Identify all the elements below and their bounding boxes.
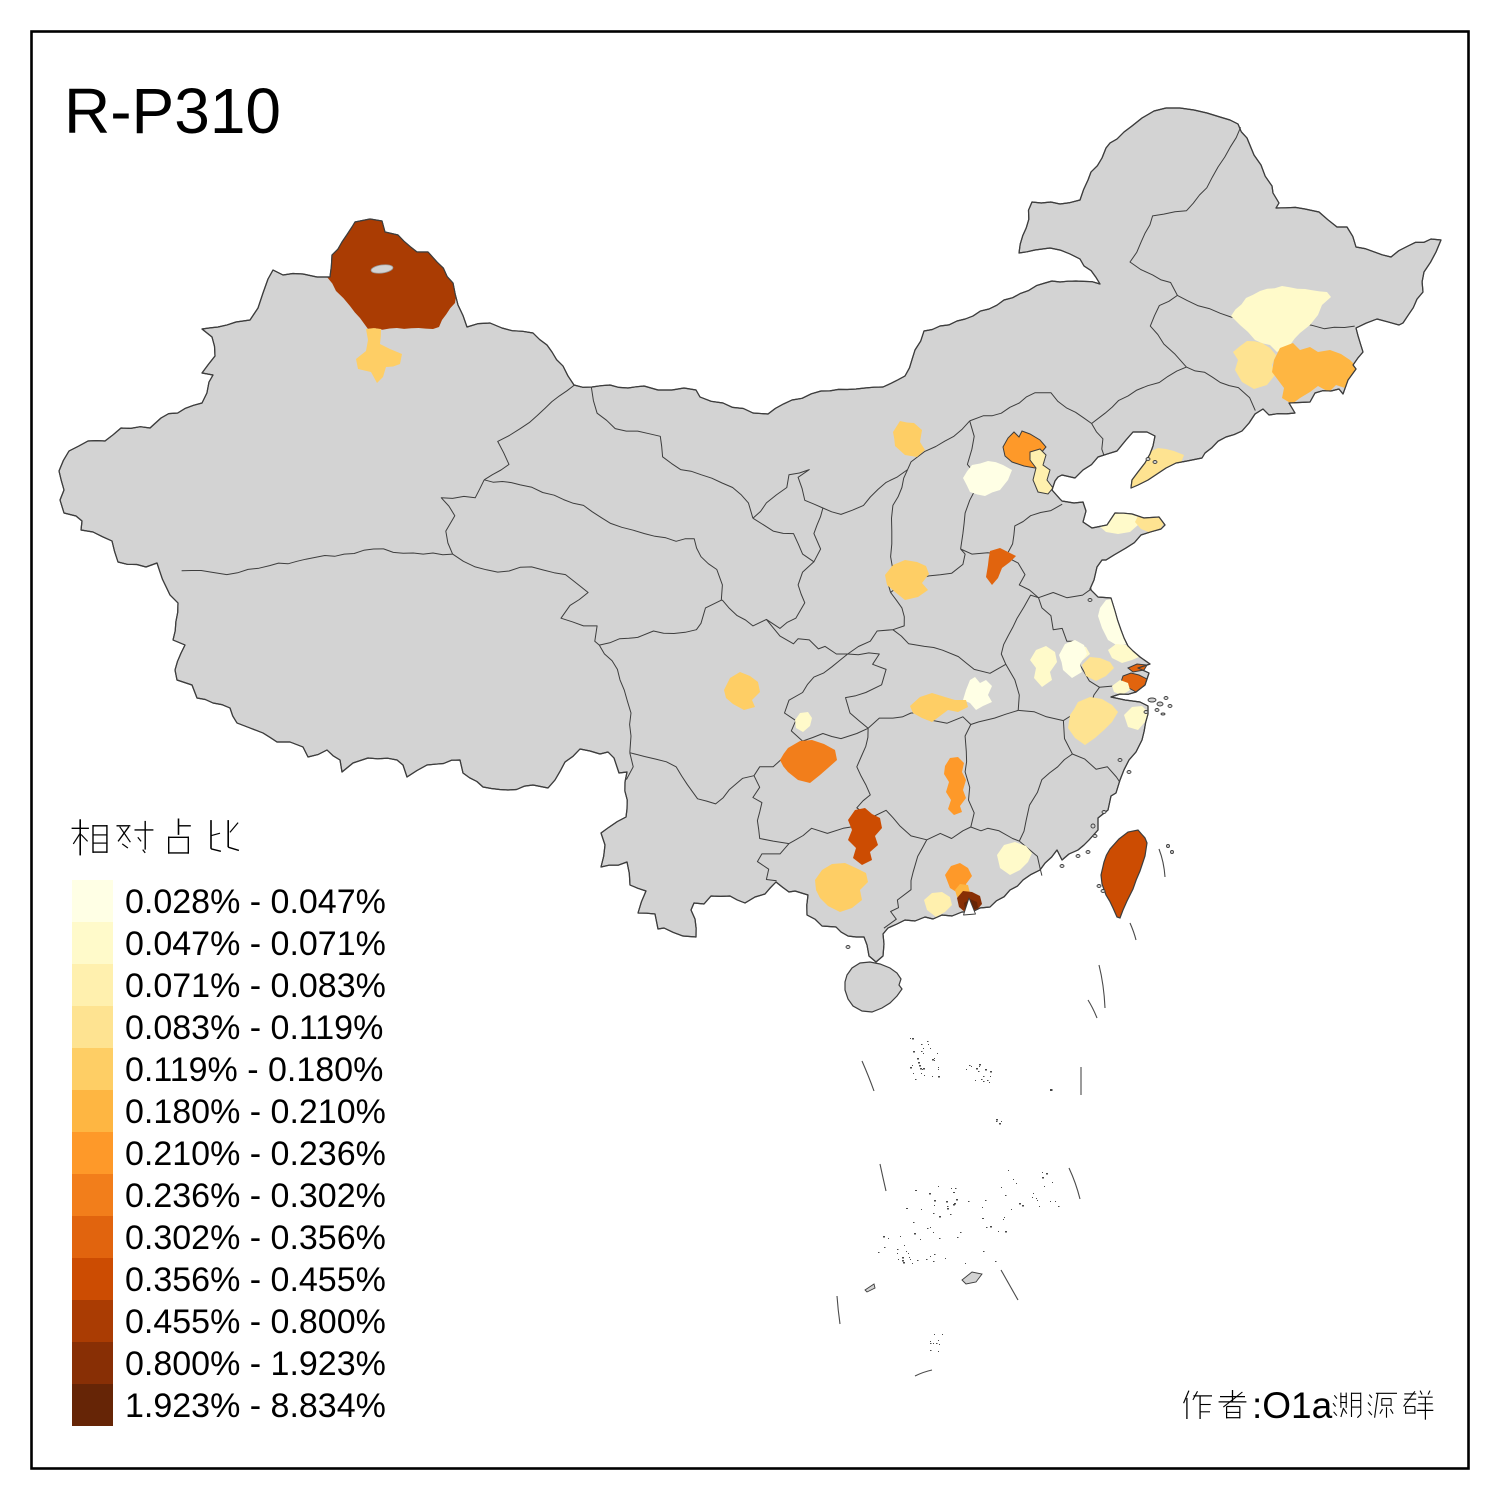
svg-text:0.028% - 0.047%: 0.028% - 0.047%: [125, 883, 386, 921]
svg-text:R-P310: R-P310: [64, 75, 281, 147]
svg-text:0.800% - 1.923%: 0.800% - 1.923%: [125, 1345, 386, 1383]
svg-text:0.210% - 0.236%: 0.210% - 0.236%: [125, 1135, 386, 1173]
svg-text:0.119% - 0.180%: 0.119% - 0.180%: [125, 1051, 383, 1089]
svg-text:1.923% - 8.834%: 1.923% - 8.834%: [125, 1387, 386, 1425]
svg-text:0.236% - 0.302%: 0.236% - 0.302%: [125, 1177, 386, 1215]
svg-text:0.071% - 0.083%: 0.071% - 0.083%: [125, 967, 386, 1005]
svg-text:0.047% - 0.071%: 0.047% - 0.071%: [125, 925, 386, 963]
svg-text:0.083% - 0.119%: 0.083% - 0.119%: [125, 1009, 383, 1047]
svg-text:0.356% - 0.455%: 0.356% - 0.455%: [125, 1261, 386, 1299]
svg-text:0.302% - 0.356%: 0.302% - 0.356%: [125, 1219, 386, 1257]
svg-text:0.455% - 0.800%: 0.455% - 0.800%: [125, 1303, 386, 1341]
svg-text::O1a: :O1a: [1252, 1385, 1333, 1426]
svg-text:0.180% - 0.210%: 0.180% - 0.210%: [125, 1093, 386, 1131]
